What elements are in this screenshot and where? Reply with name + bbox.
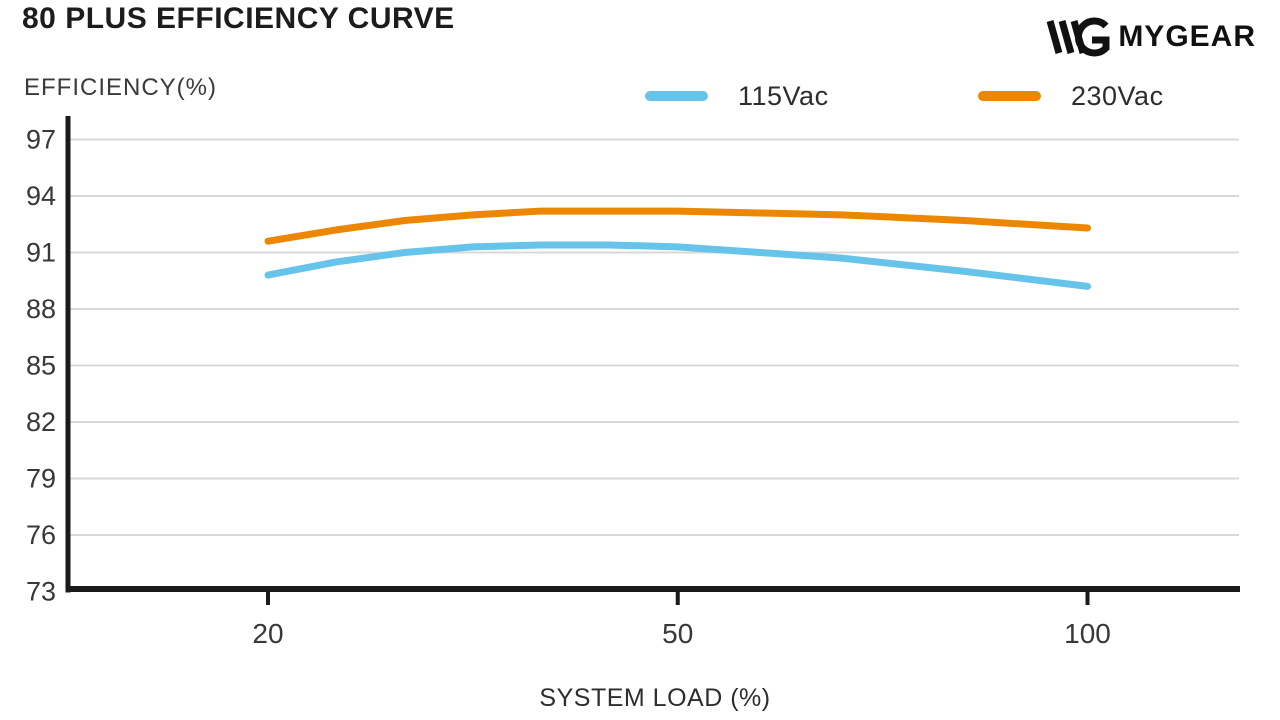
legend-label-115vac: 115Vac	[738, 80, 829, 111]
y-tick-label-73: 73	[26, 577, 56, 607]
legend-swatch-115vac-icon	[645, 91, 708, 101]
y-axis-title: EFFICIENCY(%)	[24, 74, 217, 101]
brand-logo: MYGEAR	[1040, 16, 1256, 58]
legend-item-230vac: 230Vac	[978, 81, 1164, 111]
x-tick-label-50: 50	[662, 618, 693, 649]
page-title: 80 PLUS EFFICIENCY CURVE	[22, 2, 455, 35]
y-tick-label-79: 79	[26, 464, 56, 494]
y-tick-label-82: 82	[26, 407, 56, 437]
logo-mark-icon	[1040, 16, 1112, 58]
y-tick-label-97: 97	[26, 125, 56, 155]
x-tick-label-100: 100	[1064, 618, 1111, 649]
legend-item-115vac: 115Vac	[645, 81, 829, 111]
x-tick-label-20: 20	[252, 618, 283, 649]
y-tick-label-88: 88	[26, 294, 56, 324]
series-line-115vac	[264, 241, 1091, 290]
y-tick-label-94: 94	[26, 181, 56, 211]
x-axis-title: SYSTEM LOAD (%)	[539, 684, 771, 712]
legend-swatch-230vac-icon	[978, 91, 1041, 101]
y-tick-label-76: 76	[26, 520, 56, 550]
y-tick-label-85: 85	[26, 351, 56, 381]
y-tick-label-91: 91	[26, 238, 56, 268]
logo-text: MYGEAR	[1118, 20, 1256, 53]
series-line-230vac	[264, 207, 1091, 245]
legend-label-230vac: 230Vac	[1071, 80, 1164, 111]
